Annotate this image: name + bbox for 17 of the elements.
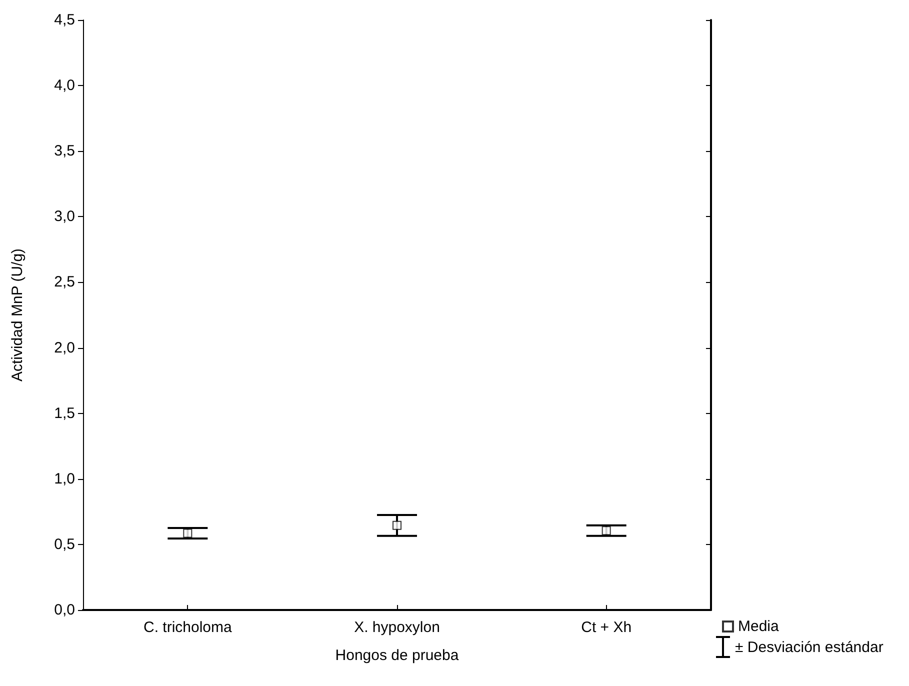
y-tick-label: 2,5 [54, 274, 75, 291]
y-tick-label: 0,5 [54, 536, 75, 553]
x-axis-title: Hongos de prueba [335, 647, 460, 664]
x-tick-label: Ct + Xh [581, 619, 632, 636]
text: ± Desviación estándar [735, 638, 884, 656]
legend-label: Media [738, 618, 780, 635]
y-tick-label: 3,5 [54, 142, 75, 160]
y-tick-label: 3,0 [54, 208, 75, 226]
y-axis-title: Actividad MnP (U/g) [9, 248, 26, 382]
x-tick-label: X. hypoxylon [354, 619, 440, 636]
y-tick-label: 2,0 [54, 339, 75, 356]
y-tick-label: 1,0 [54, 470, 75, 488]
y-tick-label: 4,5 [54, 12, 75, 28]
y-tick-label: 4,0 [54, 77, 75, 94]
y-tick-label: 0,0 [54, 602, 75, 618]
y-tick-label: 1,5 [54, 404, 75, 422]
x-tick-label: C. tricholoma [143, 619, 233, 636]
